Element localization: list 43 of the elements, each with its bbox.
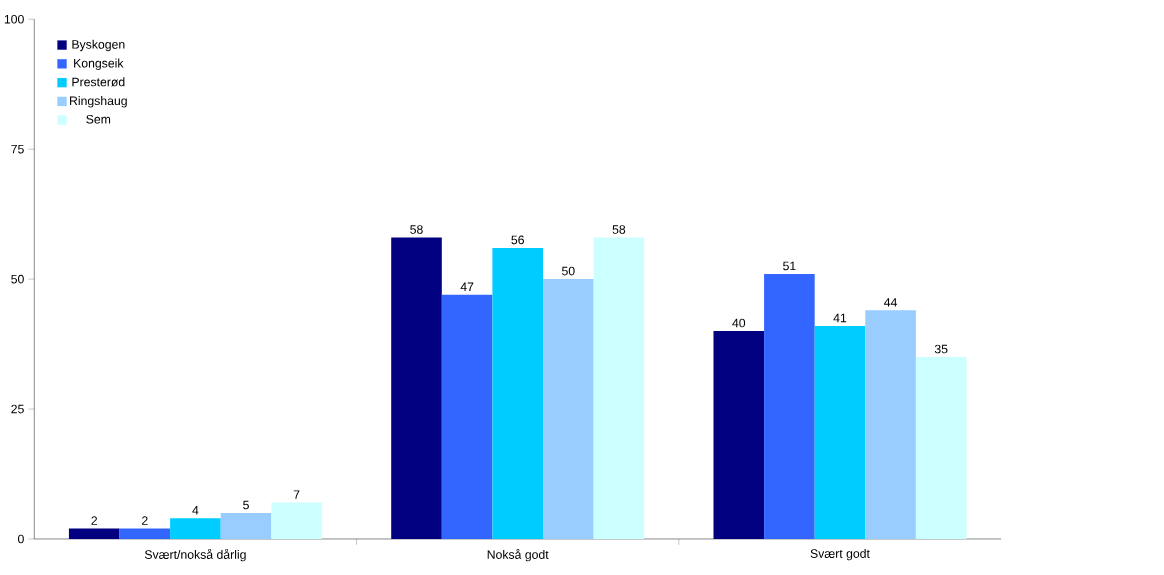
bar <box>915 357 967 540</box>
data-label: 47 <box>460 282 474 292</box>
x-tick-label: Svært godt <box>810 549 870 561</box>
data-label: 2 <box>142 516 148 525</box>
y-tick-label: 100 <box>4 15 24 24</box>
x-tick-label: Svært/nokså dårlig <box>144 549 246 562</box>
data-label: 4 <box>192 506 199 515</box>
data-label: 41 <box>833 313 847 323</box>
data-label: 5 <box>243 500 249 510</box>
legend-label: Kongseik <box>74 58 124 71</box>
x-tick-label: Nokså godt <box>487 549 549 562</box>
bar <box>68 528 120 540</box>
bar <box>220 513 272 540</box>
data-label: 58 <box>410 225 423 234</box>
legend-label: Byskogen <box>72 39 125 52</box>
legend-label: Ringshaug <box>70 96 127 108</box>
bar <box>441 294 493 540</box>
data-label: 40 <box>732 318 746 328</box>
y-tick-label: 0 <box>17 534 24 544</box>
y-tick-label: 75 <box>11 144 24 154</box>
data-label: 56 <box>511 235 524 245</box>
bar <box>492 248 543 540</box>
bar <box>391 237 442 540</box>
legend-label: Sem <box>86 114 111 124</box>
data-label: 35 <box>934 344 948 354</box>
y-tick-label: 50 <box>11 274 24 284</box>
bar <box>713 331 765 540</box>
data-label: 51 <box>783 261 796 271</box>
data-label: 44 <box>884 298 898 307</box>
data-label: 7 <box>293 490 300 499</box>
y-tick-label: 25 <box>11 404 24 414</box>
data-label: 2 <box>91 516 98 525</box>
data-label: 50 <box>561 266 575 276</box>
data-label: 58 <box>612 225 626 234</box>
bar <box>593 237 645 540</box>
bar <box>119 528 171 540</box>
bar <box>543 279 594 540</box>
bar <box>865 310 916 540</box>
legend-label: Presterød <box>72 77 125 87</box>
bar <box>170 518 221 540</box>
bar <box>271 502 322 540</box>
bar <box>764 273 815 540</box>
bar <box>814 325 866 540</box>
